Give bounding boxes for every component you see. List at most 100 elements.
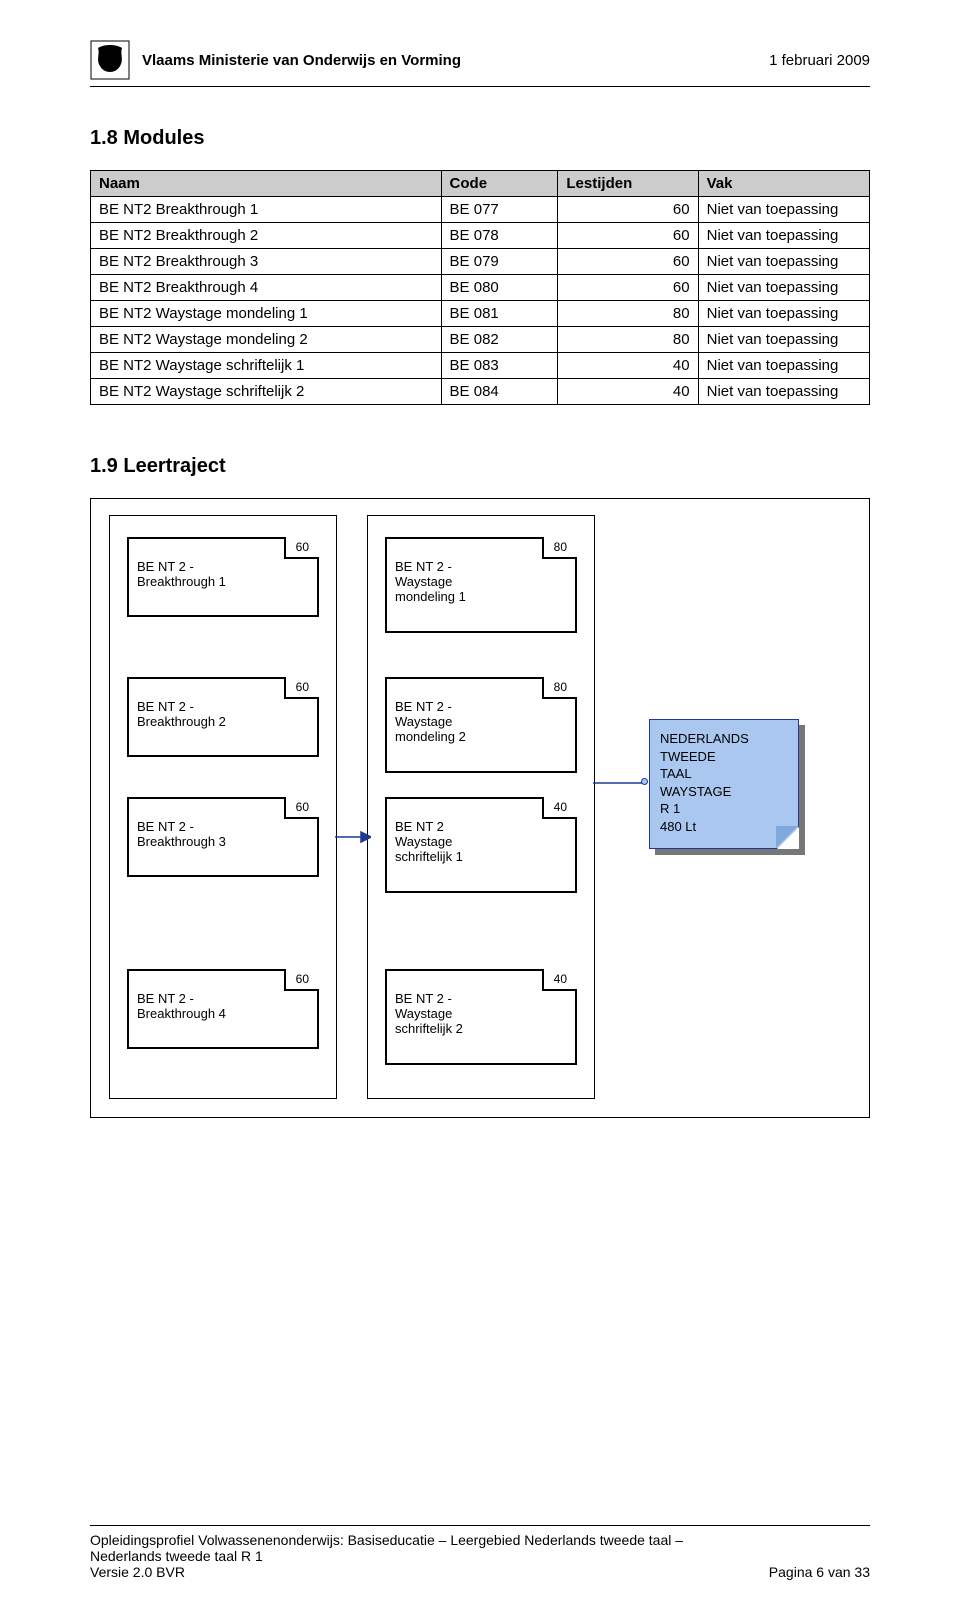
- box-label: Breakthrough 1: [137, 574, 309, 589]
- box-label: Breakthrough 4: [137, 1006, 309, 1021]
- box-label: BE NT 2 -: [395, 991, 567, 1006]
- table-row: BE NT2 Breakthrough 4BE 08060Niet van to…: [91, 275, 870, 301]
- box-label: Waystage: [395, 574, 567, 589]
- note-line: NEDERLANDS: [660, 730, 788, 748]
- box-label: schriftelijk 1: [395, 849, 567, 864]
- box-breakthrough-3: 60 BE NT 2 - Breakthrough 3: [127, 797, 319, 877]
- box-label: Breakthrough 3: [137, 834, 309, 849]
- table-cell: 60: [558, 197, 698, 223]
- box-label: BE NT 2 -: [137, 819, 309, 834]
- hours-badge: 80: [542, 677, 577, 699]
- table-cell: BE 079: [441, 249, 558, 275]
- table-cell: BE 081: [441, 301, 558, 327]
- table-cell: 60: [558, 249, 698, 275]
- th-lestijden: Lestijden: [558, 171, 698, 197]
- box-label: mondeling 1: [395, 589, 567, 604]
- hours-badge: 60: [284, 677, 319, 699]
- table-cell: BE 084: [441, 379, 558, 405]
- box-label: BE NT 2 -: [137, 991, 309, 1006]
- table-cell: BE 078: [441, 223, 558, 249]
- table-row: BE NT2 Waystage mondeling 1BE 08180Niet …: [91, 301, 870, 327]
- note-line: R 1: [660, 800, 788, 818]
- table-cell: Niet van toepassing: [698, 301, 869, 327]
- footer-page: Pagina 6 van 33: [769, 1564, 870, 1580]
- table-cell: 80: [558, 327, 698, 353]
- box-label: Breakthrough 2: [137, 714, 309, 729]
- leertraject-diagram: 60 BE NT 2 - Breakthrough 1 60 BE NT 2 -…: [90, 498, 870, 1118]
- box-waystage-mondeling-2: 80 BE NT 2 - Waystage mondeling 2: [385, 677, 577, 773]
- table-cell: BE NT2 Waystage schriftelijk 1: [91, 353, 442, 379]
- box-breakthrough-1: 60 BE NT 2 - Breakthrough 1: [127, 537, 319, 617]
- arrow-icon: [335, 829, 371, 845]
- th-code: Code: [441, 171, 558, 197]
- note-line: 480 Lt: [660, 818, 788, 836]
- table-cell: Niet van toepassing: [698, 197, 869, 223]
- hours-badge: 40: [542, 969, 577, 991]
- box-label: schriftelijk 2: [395, 1021, 567, 1036]
- box-label: BE NT 2 -: [137, 559, 309, 574]
- hours-badge: 60: [284, 537, 319, 559]
- flanders-lion-icon: [90, 40, 130, 80]
- box-label: BE NT 2 -: [137, 699, 309, 714]
- table-cell: BE NT2 Waystage mondeling 2: [91, 327, 442, 353]
- box-label: BE NT 2 -: [395, 699, 567, 714]
- table-row: BE NT2 Breakthrough 2BE 07860Niet van to…: [91, 223, 870, 249]
- table-cell: BE NT2 Waystage schriftelijk 2: [91, 379, 442, 405]
- modules-table: Naam Code Lestijden Vak BE NT2 Breakthro…: [90, 170, 870, 405]
- th-vak: Vak: [698, 171, 869, 197]
- table-cell: BE 083: [441, 353, 558, 379]
- box-label: BE NT 2 -: [395, 559, 567, 574]
- footer-version: Versie 2.0 BVR: [90, 1564, 185, 1580]
- section-heading-leertraject: 1.9 Leertraject: [90, 455, 870, 478]
- page-header: Vlaams Ministerie van Onderwijs en Vormi…: [90, 40, 870, 87]
- table-row: BE NT2 Waystage schriftelijk 1BE 08340Ni…: [91, 353, 870, 379]
- note-line: TAAL: [660, 765, 788, 783]
- table-cell: BE NT2 Breakthrough 4: [91, 275, 442, 301]
- box-label: Waystage: [395, 834, 567, 849]
- table-cell: BE 080: [441, 275, 558, 301]
- box-label: Waystage: [395, 714, 567, 729]
- note-line: WAYSTAGE: [660, 783, 788, 801]
- hours-badge: 60: [284, 969, 319, 991]
- th-naam: Naam: [91, 171, 442, 197]
- box-label: BE NT 2: [395, 819, 567, 834]
- table-cell: Niet van toepassing: [698, 223, 869, 249]
- header-date: 1 februari 2009: [769, 52, 870, 69]
- connector-line-icon: [593, 781, 647, 785]
- table-cell: BE 082: [441, 327, 558, 353]
- table-row: BE NT2 Breakthrough 1BE 07760Niet van to…: [91, 197, 870, 223]
- box-waystage-schriftelijk-1: 40 BE NT 2 Waystage schriftelijk 1: [385, 797, 577, 893]
- table-cell: 40: [558, 353, 698, 379]
- box-label: mondeling 2: [395, 729, 567, 744]
- table-cell: Niet van toepassing: [698, 275, 869, 301]
- box-breakthrough-4: 60 BE NT 2 - Breakthrough 4: [127, 969, 319, 1049]
- table-cell: 60: [558, 223, 698, 249]
- page-footer: Opleidingsprofiel Volwassenenonderwijs: …: [90, 1525, 870, 1580]
- hours-badge: 80: [542, 537, 577, 559]
- table-cell: Niet van toepassing: [698, 379, 869, 405]
- box-breakthrough-2: 60 BE NT 2 - Breakthrough 2: [127, 677, 319, 757]
- table-cell: 40: [558, 379, 698, 405]
- table-cell: Niet van toepassing: [698, 327, 869, 353]
- box-label: Waystage: [395, 1006, 567, 1021]
- footer-line2: Nederlands tweede taal R 1: [90, 1548, 870, 1564]
- table-cell: 80: [558, 301, 698, 327]
- result-note: NEDERLANDS TWEEDE TAAL WAYSTAGE R 1 480 …: [649, 719, 799, 849]
- hours-badge: 60: [284, 797, 319, 819]
- header-org: Vlaams Ministerie van Onderwijs en Vormi…: [142, 52, 461, 69]
- table-row: BE NT2 Breakthrough 3BE 07960Niet van to…: [91, 249, 870, 275]
- table-cell: 60: [558, 275, 698, 301]
- table-cell: BE NT2 Waystage mondeling 1: [91, 301, 442, 327]
- note-line: TWEEDE: [660, 748, 788, 766]
- table-cell: BE NT2 Breakthrough 2: [91, 223, 442, 249]
- section-heading-modules: 1.8 Modules: [90, 127, 870, 150]
- table-row: BE NT2 Waystage mondeling 2BE 08280Niet …: [91, 327, 870, 353]
- table-cell: BE 077: [441, 197, 558, 223]
- box-waystage-schriftelijk-2: 40 BE NT 2 - Waystage schriftelijk 2: [385, 969, 577, 1065]
- hours-badge: 40: [542, 797, 577, 819]
- table-row: BE NT2 Waystage schriftelijk 2BE 08440Ni…: [91, 379, 870, 405]
- connector-dot-icon: [641, 778, 648, 785]
- header-left: Vlaams Ministerie van Onderwijs en Vormi…: [90, 40, 461, 80]
- table-cell: Niet van toepassing: [698, 249, 869, 275]
- table-cell: BE NT2 Breakthrough 3: [91, 249, 442, 275]
